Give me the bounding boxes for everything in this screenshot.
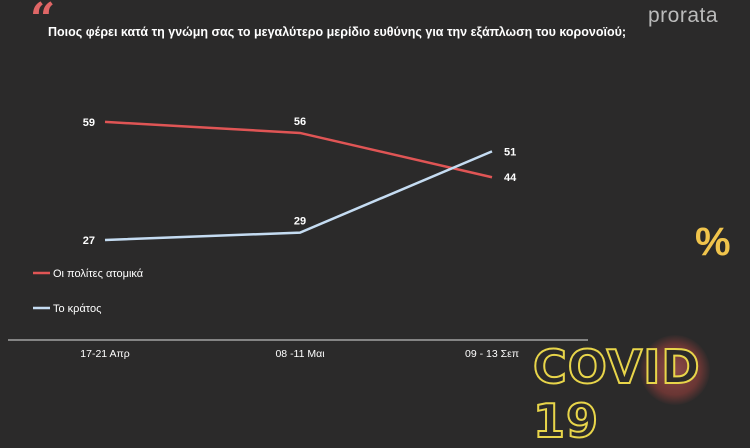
- percent-label: %: [695, 220, 731, 264]
- legend-label: Το κράτος: [53, 303, 101, 315]
- x-tick-label: 08 -11 Μαι: [275, 348, 325, 360]
- data-label: 29: [294, 216, 306, 228]
- line-chart: 17-21 Απρ 08 -11 Μαι 09 - 13 Σεπ 59 56 44 Οι π…: [8, 116, 588, 360]
- data-label: 56: [294, 116, 306, 128]
- data-label: 27: [83, 235, 95, 247]
- x-tick-label: 09 - 13 Σεπ: [465, 348, 519, 360]
- series-line-1: [104, 150, 493, 242]
- brand-logo: prorata: [648, 4, 719, 27]
- series-line-0: [104, 120, 493, 179]
- chart-title: Ποιος φέρει κατά τη γνώμη σας το μεγαλύτ…: [48, 25, 627, 39]
- virus-image: [640, 335, 710, 405]
- legend-label: Οι πολίτες ατομικά: [53, 268, 144, 280]
- data-label: 44: [504, 172, 517, 184]
- x-tick-label: 17-21 Απρ: [80, 348, 129, 360]
- data-label: 59: [83, 117, 95, 129]
- quote-icon: “: [30, 0, 56, 45]
- data-label: 51: [504, 146, 516, 158]
